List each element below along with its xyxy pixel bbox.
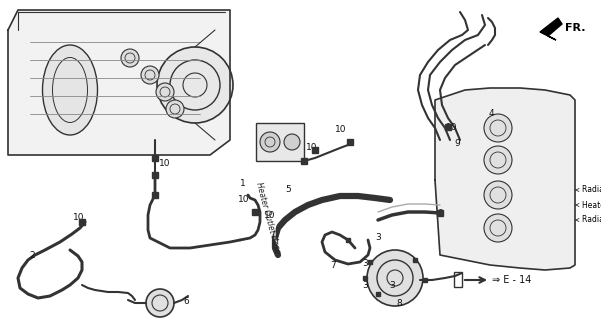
- Polygon shape: [540, 18, 562, 40]
- Text: Radiator Lower Hose: Radiator Lower Hose: [576, 215, 601, 225]
- Circle shape: [260, 132, 280, 152]
- Text: 3: 3: [362, 281, 368, 290]
- Bar: [256, 123, 304, 161]
- Circle shape: [367, 250, 423, 306]
- Text: 10: 10: [447, 123, 458, 132]
- Circle shape: [166, 100, 184, 118]
- Text: 3: 3: [362, 259, 368, 268]
- Text: 10: 10: [307, 143, 318, 153]
- Text: 10: 10: [264, 211, 276, 220]
- Text: 2: 2: [29, 251, 35, 260]
- Polygon shape: [435, 88, 575, 270]
- Text: 6: 6: [183, 298, 189, 307]
- Circle shape: [157, 47, 233, 123]
- Text: Heater Inlet Hose: Heater Inlet Hose: [576, 201, 601, 210]
- Circle shape: [121, 49, 139, 67]
- Circle shape: [484, 114, 512, 142]
- Text: 3: 3: [389, 281, 395, 290]
- Circle shape: [484, 146, 512, 174]
- Text: 9: 9: [454, 139, 460, 148]
- Circle shape: [484, 214, 512, 242]
- Circle shape: [146, 289, 174, 317]
- Text: 1: 1: [240, 179, 246, 188]
- Text: Heater Outlet Hose: Heater Outlet Hose: [254, 181, 282, 255]
- Polygon shape: [8, 10, 230, 155]
- Text: 3: 3: [375, 233, 381, 242]
- Text: 4: 4: [488, 108, 494, 117]
- Text: 10: 10: [159, 158, 171, 167]
- Ellipse shape: [43, 45, 97, 135]
- Text: 10: 10: [238, 196, 250, 204]
- Circle shape: [484, 181, 512, 209]
- Text: Radiator Upper Hose: Radiator Upper Hose: [576, 186, 601, 195]
- Text: 5: 5: [285, 186, 291, 195]
- Text: 10: 10: [73, 213, 85, 222]
- Circle shape: [284, 134, 300, 150]
- Text: 10: 10: [335, 125, 347, 134]
- Text: 7: 7: [330, 260, 336, 269]
- Bar: [454, 272, 462, 287]
- Circle shape: [141, 66, 159, 84]
- Text: 8: 8: [396, 299, 402, 308]
- Text: ⇒ E - 14: ⇒ E - 14: [492, 275, 531, 285]
- Text: 9: 9: [437, 209, 443, 218]
- Text: FR.: FR.: [565, 23, 585, 33]
- Circle shape: [156, 83, 174, 101]
